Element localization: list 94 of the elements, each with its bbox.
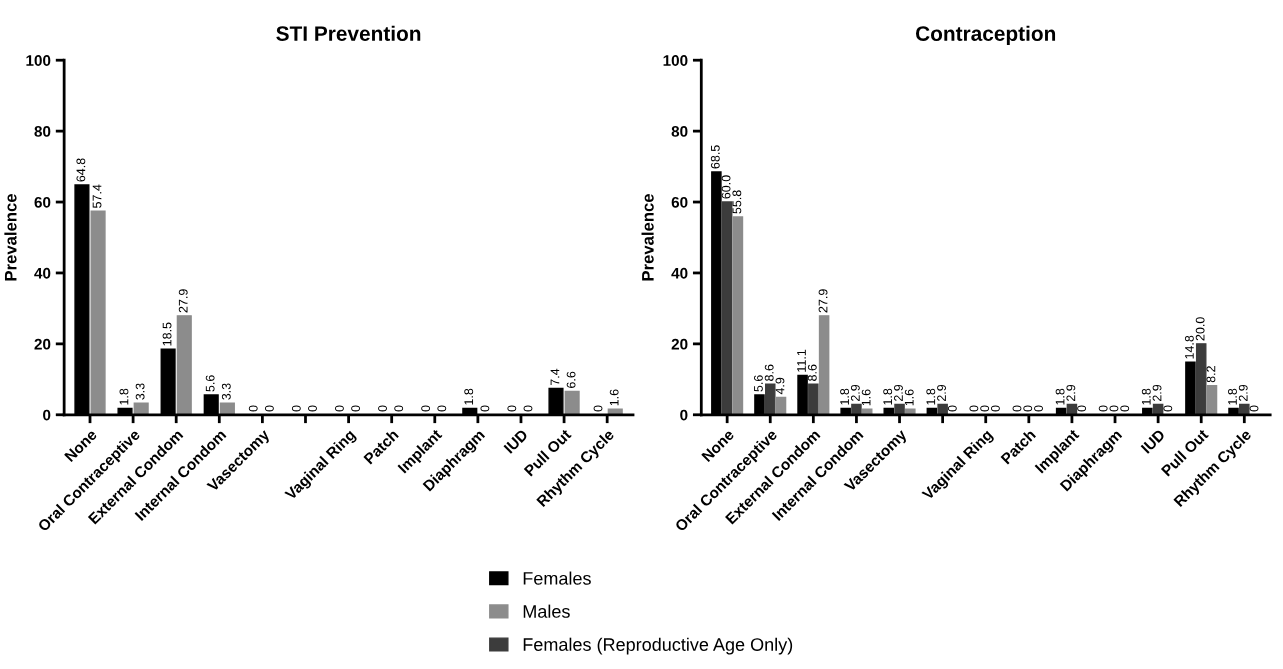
data-label: 0	[1077, 405, 1087, 412]
data-label: 8.2	[1206, 366, 1216, 383]
data-label: 0	[421, 405, 431, 412]
data-label: 20.0	[1195, 317, 1205, 341]
data-label: 64.8	[76, 158, 86, 182]
data-label: 1.6	[861, 389, 871, 406]
data-label: 0	[308, 405, 317, 412]
data-label: 14.8	[1184, 335, 1194, 359]
data-label: 0	[264, 405, 274, 412]
y-tick-label: 40	[671, 267, 688, 279]
data-label: 0	[378, 405, 387, 412]
data-label: 1.8	[119, 388, 129, 405]
data-label: 0	[480, 405, 490, 412]
data-label: 1.8	[926, 388, 936, 405]
data-label: 2.9	[1152, 384, 1162, 402]
data-label: 18.5	[162, 322, 172, 346]
bar	[808, 383, 819, 415]
data-label: 0	[1163, 405, 1173, 412]
data-label: 0	[351, 405, 361, 412]
data-label: 27.9	[178, 289, 188, 313]
data-label: 0	[1012, 405, 1022, 412]
data-label: 2.9	[1238, 384, 1248, 402]
data-label: 4.9	[775, 377, 785, 395]
y-tick-label: 40	[34, 267, 51, 279]
data-label: 0	[335, 405, 344, 412]
bar	[764, 383, 776, 415]
data-label: 2.9	[850, 384, 860, 402]
data-label: 1.6	[904, 389, 914, 406]
y-tick-label: 80	[671, 125, 688, 137]
data-label: 0	[523, 405, 533, 412]
y-axis-title: Prevalence	[4, 194, 17, 281]
data-label: 1.8	[883, 388, 893, 405]
data-label: 8.6	[807, 364, 817, 381]
data-label: 1.8	[464, 388, 474, 405]
bar	[732, 216, 744, 415]
data-label: 68.5	[710, 145, 720, 169]
data-label: 5.6	[753, 375, 763, 392]
data-label: 0	[248, 405, 258, 412]
legend-label: Males	[523, 604, 570, 618]
y-tick-label: 0	[43, 409, 51, 421]
data-label: 8.6	[764, 364, 774, 381]
data-label: 1.8	[1228, 388, 1237, 405]
data-label: 0	[1120, 405, 1130, 412]
data-label: 55.8	[732, 190, 742, 214]
data-label: 6.6	[566, 371, 576, 388]
data-label: 0	[980, 405, 990, 412]
data-label: 1.8	[1055, 388, 1065, 405]
y-tick-label: 20	[34, 338, 51, 350]
y-tick-label: 80	[34, 125, 51, 137]
bar	[176, 315, 192, 415]
data-label: 0	[593, 405, 603, 412]
data-label: 0	[1098, 405, 1108, 412]
data-label: 57.4	[92, 184, 102, 208]
data-label: 11.1	[797, 349, 806, 372]
data-label: 2.9	[937, 384, 946, 402]
data-label: 0	[1249, 405, 1259, 412]
bar	[1195, 343, 1207, 415]
data-label: 7.4	[550, 368, 560, 386]
data-label: 0	[507, 405, 517, 412]
y-axis-title: Prevalence	[641, 194, 654, 281]
y-tick-label: 60	[34, 196, 51, 208]
legend-label: Females (Reproductive Age Only)	[523, 637, 793, 655]
legend-label: Females	[523, 571, 591, 585]
data-label: 0	[947, 405, 957, 412]
y-tick-label: 100	[26, 55, 51, 66]
data-label: 2.9	[1066, 384, 1076, 402]
data-label: 0	[291, 405, 301, 412]
data-label: 1.8	[1141, 388, 1151, 405]
y-tick-label: 0	[680, 409, 688, 421]
data-label: 27.9	[818, 289, 828, 313]
data-label: 3.3	[221, 383, 231, 400]
data-label: 0	[1109, 405, 1119, 412]
data-label: 0	[991, 405, 1000, 412]
data-label: 2.9	[894, 384, 903, 402]
data-label: 5.6	[205, 375, 215, 392]
bar	[564, 390, 580, 415]
y-tick-label: 60	[671, 196, 688, 208]
data-label: 1.6	[609, 389, 619, 406]
y-tick-label: 20	[671, 338, 688, 350]
data-label: 0	[394, 405, 404, 412]
bar	[818, 315, 830, 415]
data-label: 60.0	[721, 175, 731, 199]
data-label: 0	[1034, 405, 1043, 412]
data-label: 0	[969, 405, 979, 412]
bar	[721, 201, 733, 415]
data-label: 0	[1023, 405, 1033, 412]
data-label: 3.3	[135, 383, 145, 400]
data-label: 0	[437, 405, 447, 412]
bar	[1206, 385, 1218, 415]
data-label: 1.8	[840, 388, 850, 405]
bar	[90, 210, 106, 415]
y-tick-label: 100	[663, 55, 688, 66]
chart-title: Contraception	[915, 25, 1056, 46]
chart-title: STI Prevention	[276, 25, 421, 41]
